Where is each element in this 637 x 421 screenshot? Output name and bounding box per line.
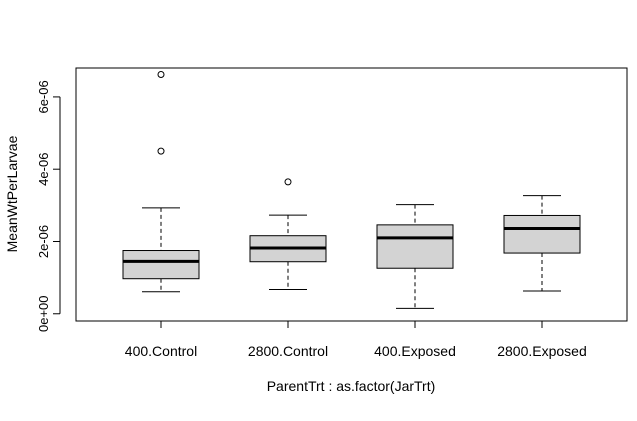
x-tick-label: 400.Exposed	[374, 343, 456, 359]
y-axis-title: MeanWtPerLarvae	[4, 135, 20, 252]
iqr-box	[503, 214, 581, 254]
box-2800-exposed	[503, 195, 581, 292]
y-tick-label: 6e-06	[36, 80, 51, 113]
plot-frame	[75, 67, 628, 322]
box-400-control	[122, 71, 200, 293]
x-tick-label: 400.Control	[125, 343, 197, 359]
y-axis: 0e+00 2e-06 4e-06 6e-06	[36, 80, 61, 333]
outlier-point	[284, 178, 292, 186]
y-tick-label: 4e-06	[36, 153, 51, 186]
x-tick-label: 2800.Exposed	[497, 343, 587, 359]
y-tick-label: 0e+00	[36, 296, 51, 333]
y-tick-label: 2e-06	[36, 225, 51, 258]
outlier-point	[157, 147, 165, 155]
x-axis: 400.Control 2800.Control 400.Exposed 2800.E…	[125, 320, 587, 359]
box-series	[122, 71, 581, 309]
iqr-box	[122, 250, 200, 280]
x-tick-label: 2800.Control	[248, 343, 328, 359]
x-axis-title: ParentTrt : as.factor(JarTrt)	[267, 378, 436, 394]
box-400-exposed	[376, 204, 454, 309]
box-2800-control	[249, 178, 327, 291]
outlier-point	[157, 71, 165, 79]
iqr-box	[376, 224, 454, 269]
